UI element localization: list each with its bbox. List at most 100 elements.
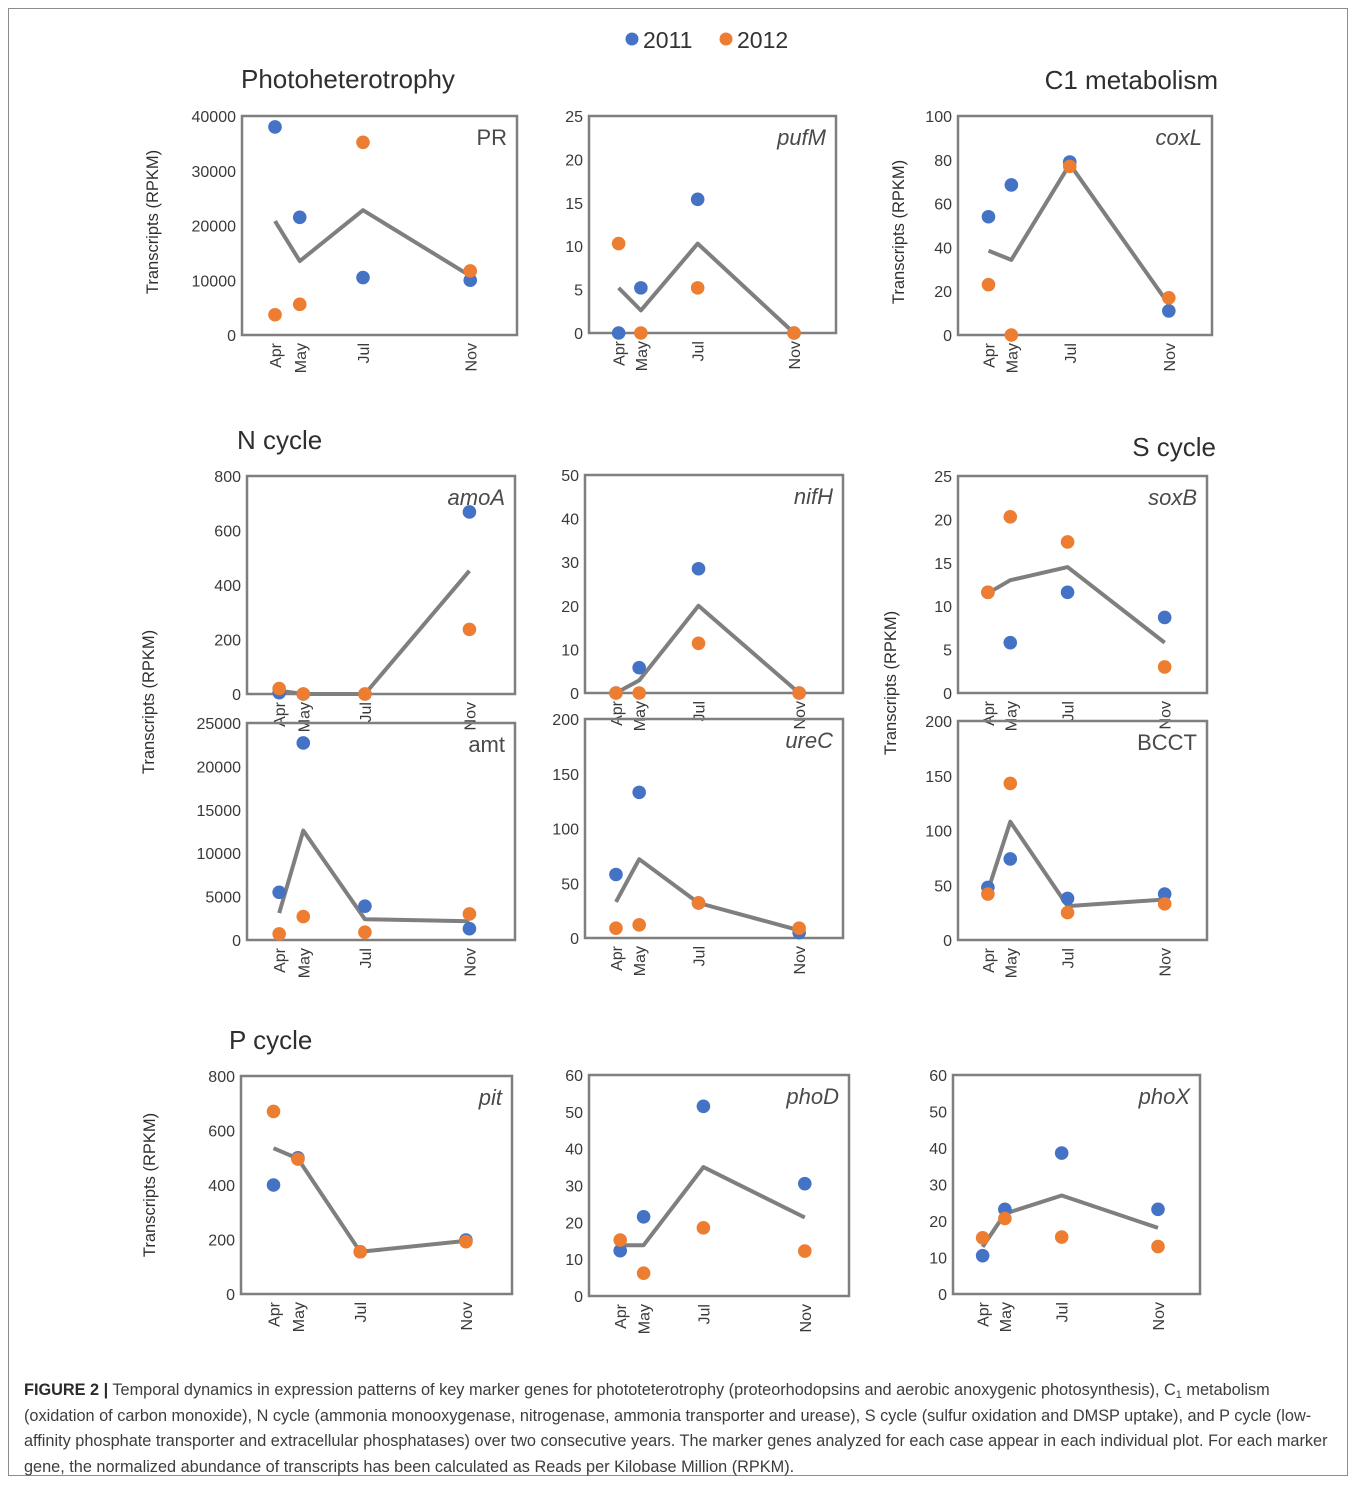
y-tick-label-soxb: 25 [934,469,952,486]
x-tick-label-urec: Jul [692,946,709,966]
point-2012-urec [691,896,706,910]
x-tick-label-bcct: Nov [1158,948,1175,976]
point-2012-phod [696,1221,711,1235]
point-2012-nifh [632,686,646,700]
point-2012-pufm [690,281,705,295]
point-2012-nifh [609,686,623,700]
point-2012-nifh [792,686,806,700]
plot-area-phox [951,1073,1202,1296]
y-tick-label-phod: 50 [565,1105,583,1122]
point-2012-phox [975,1230,990,1245]
x-tick-label-nifh: Jul [692,701,709,721]
y-tick-label-coxl: 100 [925,109,952,126]
y-tick-label-bcct: 0 [943,933,952,950]
x-tick-label-coxl: Jul [1063,343,1080,363]
y-tick-label-amoa: 0 [232,687,241,704]
y-tick-label-pr: 0 [227,328,236,345]
x-tick-label-pit: Apr [267,1301,284,1327]
mean-line-soxb [986,565,1166,645]
point-2012-pr [463,264,478,278]
mean-line-urec [614,857,800,933]
point-2012-pr [268,307,282,322]
x-tick-label-pufm: Apr [612,340,629,366]
point-2011-phox [1054,1146,1069,1160]
point-2012-phox [998,1211,1012,1226]
y-tick-label-coxl: 80 [934,153,952,170]
x-tick-label-pr: May [293,343,310,373]
x-tick-label-phod: Jul [696,1304,713,1324]
y-tick-label-phox: 40 [929,1141,947,1158]
y-tick-label-amt: 0 [232,933,241,950]
y-tick-label-pufm: 15 [565,196,583,213]
point-2011-amt [272,885,286,900]
point-2011-soxb [1060,585,1075,600]
y-tick-label-phod: 20 [565,1215,583,1232]
point-2012-phod [636,1266,651,1280]
x-tick-label-soxb: Jul [1061,701,1078,721]
point-2012-amoa [462,622,477,637]
y-tick-label-pufm: 10 [565,239,583,256]
point-2012-coxl [1162,290,1176,305]
x-tick-label-soxb: May [1003,701,1020,731]
mean-line-coxl [987,162,1171,306]
point-2012-pr [356,135,370,150]
caption-label: FIGURE 2 | [24,1381,109,1399]
point-2011-bcct [1060,891,1075,906]
y-tick-label-soxb: 0 [943,686,952,703]
y-tick-label-pit: 0 [226,1287,235,1304]
x-tick-label-pufm: May [634,341,651,371]
y-tick-label-pr: 10000 [192,273,237,290]
point-2011-coxl [981,209,996,224]
y-tick-label-pufm: 20 [565,152,583,169]
point-2012-bcct [1003,776,1018,791]
y-tick-label-amt: 15000 [197,803,242,820]
y-tick-label-soxb: 5 [943,643,952,660]
group-title-p: P cycle [229,1025,312,1055]
y-tick-label-pr: 30000 [192,164,237,181]
point-2011-amt [358,899,372,913]
y-tick-label-phox: 50 [929,1105,947,1122]
plot-area-amoa [245,474,517,696]
point-2011-pufm [690,192,705,207]
point-2011-urec [609,867,623,882]
x-tick-label-phox: Nov [1151,1302,1168,1330]
y-tick-label-amoa: 600 [214,524,241,541]
gene-label-pufm: pufM [776,125,827,150]
gene-label-phox: phoX [1138,1084,1192,1109]
x-tick-label-pit: Nov [459,1302,476,1330]
point-2011-phod [636,1210,651,1224]
plot-area-urec [583,717,845,940]
y-tick-label-coxl: 40 [934,240,952,257]
y-tick-label-amoa: 200 [214,633,241,650]
plot-area-phod [587,1073,851,1298]
y-tick-label-phod: 0 [574,1289,583,1306]
point-2012-soxb [1060,535,1075,549]
y-tick-label-phod: 30 [565,1179,583,1196]
y-tick-label-nifh: 20 [561,599,579,616]
x-tick-label-nifh: Apr [609,700,626,726]
gene-label-phod: phoD [785,1084,839,1109]
x-tick-label-pufm: Nov [787,341,804,369]
y-tick-label-urec: 0 [570,931,579,948]
x-tick-label-nifh: May [632,701,649,731]
y-tick-label-phox: 10 [929,1251,947,1268]
y-tick-label-nifh: 0 [570,686,579,703]
mean-line-nifh [615,603,801,695]
x-tick-label-pit: May [291,1302,308,1332]
point-2012-urec [632,918,646,932]
x-tick-label-amoa: Jul [358,702,375,722]
y-tick-label-pufm: 0 [574,326,583,343]
point-2012-phod [798,1244,812,1258]
legend-label-2012: 2012 [737,27,788,53]
gene-label-nifh: nifH [794,484,833,509]
plot-area-pufm [587,114,838,335]
y-tick-label-urec: 50 [561,876,579,893]
point-2011-phod [696,1099,711,1114]
point-2012-coxl [1062,159,1077,174]
point-2011-pufm [611,326,626,340]
y-tick-label-pit: 600 [208,1124,235,1141]
plot-area-coxl [956,114,1214,337]
point-2012-pit [459,1234,473,1249]
point-2011-bcct [1003,852,1018,866]
x-tick-label-soxb: Apr [981,700,998,726]
